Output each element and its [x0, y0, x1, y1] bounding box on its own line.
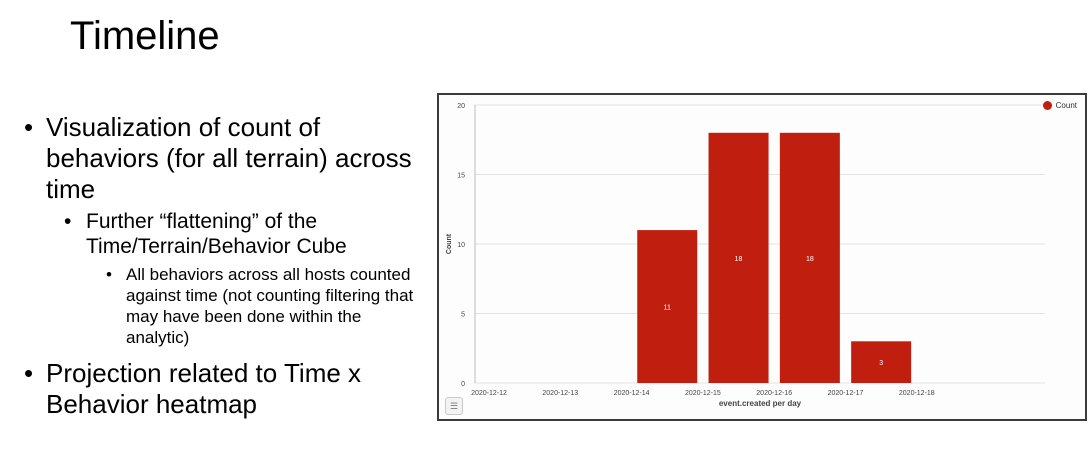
bar	[708, 132, 769, 383]
bar	[779, 132, 840, 383]
y-tick-label: 10	[457, 242, 465, 249]
y-tick-label: 15	[457, 173, 465, 180]
bullet-level-1-second: Projection related to Time x Behavior he…	[24, 358, 424, 420]
y-axis-label: Count	[446, 233, 453, 254]
x-tick-label: 2020-12-12	[471, 390, 507, 397]
bar-chart: 0 5 10 15 20 Count 11 18 18 3 2020-12-12 2020-12-13…	[446, 103, 1045, 408]
x-tick-label: 2020-12-13	[542, 390, 578, 397]
bullet-list: Visualization of count of behaviors (for…	[24, 112, 424, 422]
x-tick-label: 2020-12-18	[899, 390, 935, 397]
y-tick-label: 0	[461, 381, 465, 388]
bar-value-label: 18	[735, 256, 743, 263]
chart-panel: 0 5 10 15 20 Count 11 18 18 3 2020-12-12 2020-12-13…	[437, 93, 1087, 421]
x-axis-label: event.created per day	[719, 399, 802, 408]
y-tick-label: 20	[457, 103, 465, 110]
x-tick-label: 2020-12-17	[828, 390, 864, 397]
legend-circle-icon	[1042, 101, 1052, 110]
slide-title: Timeline	[70, 14, 220, 58]
legend-label: Count	[1055, 101, 1077, 110]
bar	[851, 341, 912, 383]
y-tick-label: 5	[461, 312, 465, 319]
x-tick-label: 2020-12-16	[756, 390, 792, 397]
bullet-level-2: Further “flattening” of the Time/Terrain…	[64, 209, 424, 259]
bar-value-label: 3	[879, 360, 883, 367]
legend[interactable]: Count	[1042, 101, 1077, 110]
x-tick-label: 2020-12-14	[614, 390, 650, 397]
bar-value-label: 18	[806, 256, 814, 263]
bullet-level-1: Visualization of count of behaviors (for…	[24, 112, 424, 205]
list-icon[interactable]: ☰	[445, 397, 463, 415]
bar	[637, 230, 698, 383]
bar-value-label: 11	[664, 305, 671, 312]
x-tick-label: 2020-12-15	[685, 390, 721, 397]
bullet-level-3: All behaviors across all hosts counted a…	[106, 264, 424, 348]
